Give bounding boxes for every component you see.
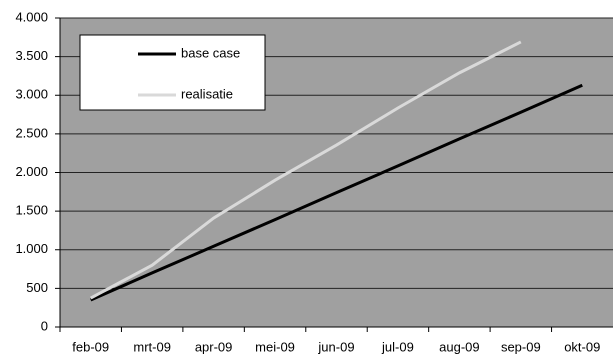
y-tick-label: 1.500 xyxy=(15,203,48,218)
y-tick-label: 2.500 xyxy=(15,125,48,140)
series-line xyxy=(90,40,522,300)
x-tick-label: feb-09 xyxy=(72,339,109,354)
y-tick-label: 2.000 xyxy=(15,164,48,179)
y-tick-label: 4.000 xyxy=(15,9,48,24)
y-tick-label: 500 xyxy=(26,280,48,295)
x-tick-label: mrt-09 xyxy=(133,339,171,354)
x-tick-label: mei-09 xyxy=(255,339,295,354)
x-tick-label: okt-09 xyxy=(564,339,600,354)
x-tick-label: sep-09 xyxy=(501,339,541,354)
x-tick-label: apr-09 xyxy=(195,339,233,354)
series-line xyxy=(90,83,583,302)
y-tick-label: 3.500 xyxy=(15,48,48,63)
y-tick-label: 0 xyxy=(41,318,48,333)
legend-label: realisatie xyxy=(181,86,233,101)
legend-box xyxy=(79,34,266,111)
x-tick-label: jun-09 xyxy=(317,339,354,354)
y-tick-label: 3.000 xyxy=(15,87,48,102)
legend-label: base case xyxy=(181,45,240,60)
y-tick-label: 1.000 xyxy=(15,241,48,256)
x-tick-label: aug-09 xyxy=(439,339,479,354)
x-tick-label: jul-09 xyxy=(381,339,414,354)
